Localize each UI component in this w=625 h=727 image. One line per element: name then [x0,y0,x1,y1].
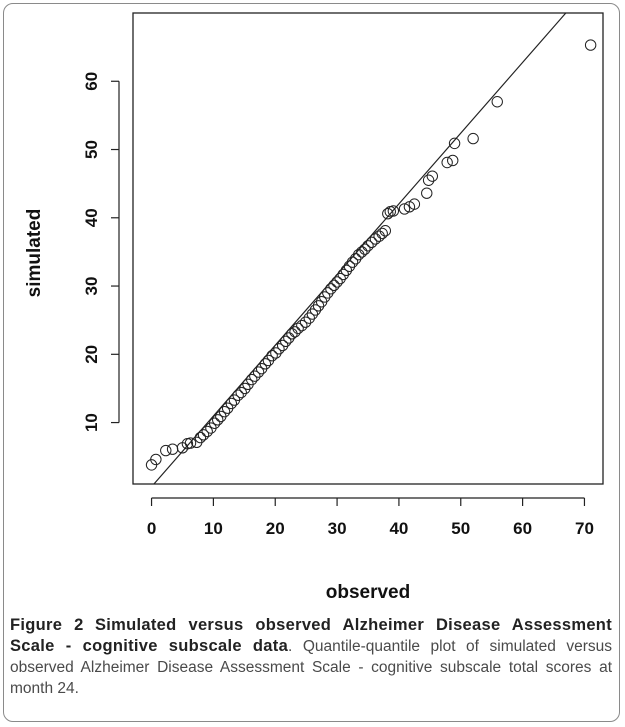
data-point [273,343,285,355]
data-point [306,308,319,320]
figure-title: Simulated versus observed Alzheimer Dise… [10,616,612,655]
data-point [584,39,597,51]
data-point [366,236,378,249]
data-point [322,287,334,299]
data-point [356,246,368,258]
y-tick-label: 40 [82,208,101,227]
data-point [235,386,247,399]
figure-frame [3,3,620,722]
data-point [379,225,392,237]
data-point [346,256,359,268]
data-point [283,332,295,344]
data-point [373,230,385,242]
data-point [328,279,340,292]
data-point [491,96,503,108]
x-tick-label: 70 [575,519,594,538]
data-point [398,203,411,215]
data-point [408,198,421,210]
data-point [340,264,353,277]
figure-label: Figure 2 [10,616,84,634]
x-tick-label: 60 [513,519,532,538]
data-point [448,137,461,150]
data-point [197,429,210,441]
figure-caption: Figure 2 Simulated versus observed Alzhe… [10,615,612,699]
data-point [359,243,371,255]
data-point [319,291,331,303]
data-point [292,322,304,335]
data-point [331,276,343,288]
data-point [212,414,224,426]
data-point [252,366,265,378]
x-axis-label: observed [326,582,410,603]
data-point [208,417,221,429]
data-point [289,326,301,338]
x-tick-label: 30 [328,519,347,538]
data-point [296,319,308,332]
data-point [299,316,312,328]
data-points [145,39,597,471]
data-point [225,397,238,410]
y-tick-label: 20 [82,345,101,364]
data-point [387,205,400,217]
data-point [334,272,346,285]
y-tick-label: 30 [82,277,101,296]
x-axis: 0 10 20 30 40 50 60 70 [147,497,594,538]
data-point [218,405,231,418]
data-point [382,207,394,220]
data-point [376,227,388,240]
y-axis-label: simulated [24,209,45,298]
data-point [349,253,362,265]
x-tick-label: 10 [204,519,223,538]
data-point [337,268,349,281]
data-point [422,174,435,186]
data-point [421,187,433,199]
y-axis: 10 20 30 40 50 60 [82,72,120,432]
data-point [270,347,282,359]
data-point [166,443,179,455]
data-point [441,156,453,169]
data-point [280,335,292,348]
data-point [467,132,479,145]
data-point [239,382,251,395]
plot-box [132,12,604,485]
data-point [276,339,289,352]
data-point [309,304,322,316]
data-point [325,283,337,295]
data-point [150,453,162,466]
data-point [232,389,244,401]
figure-description: . Quantile-quantile plot of simulated ve… [10,638,612,697]
data-point [303,312,315,324]
data-point [259,358,272,370]
x-tick-label: 0 [147,519,156,538]
data-point [426,170,439,182]
data-point [249,370,261,382]
data-point [447,154,459,167]
data-point [312,300,325,312]
data-point [194,431,207,444]
y-tick-label: 50 [82,140,101,159]
data-point [246,373,258,386]
data-point [160,444,172,457]
y-tick-label: 60 [82,72,101,91]
x-tick-label: 50 [451,519,470,538]
data-point [201,425,213,438]
data-point [266,349,278,362]
x-tick-label: 20 [266,519,285,538]
y-tick-label: 10 [82,413,101,432]
data-point [362,240,374,252]
x-tick-label: 40 [389,519,408,538]
data-point [184,437,197,449]
data-point [343,260,356,272]
qq-plot: 0 10 20 30 40 50 60 70 10 20 30 40 50 60 observed si… [24,12,604,603]
